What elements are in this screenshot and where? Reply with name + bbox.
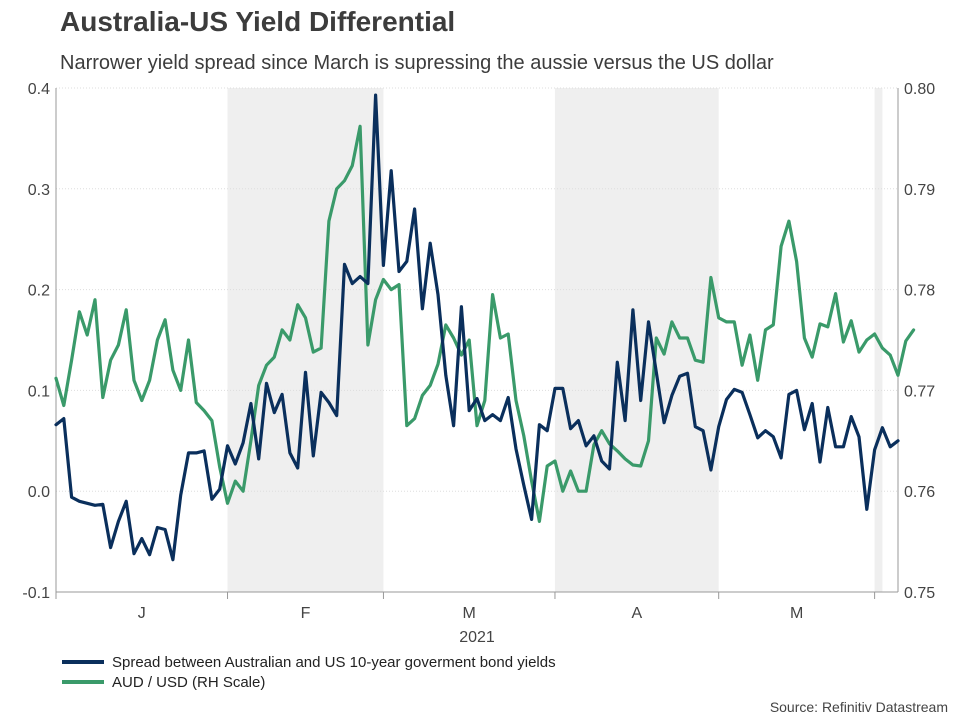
x-tick-label: A [631,605,642,622]
left-tick-label: 0.3 [28,182,50,199]
right-tick-label: 0.77 [904,383,935,400]
x-tick-label: J [138,605,146,622]
right-tick-label: 0.75 [904,585,935,602]
right-axis-ticks: 0.75 0.76 0.77 0.78 0.79 0.80 [904,81,935,602]
x-axis-label: 2021 [459,629,495,646]
x-tick-label: F [301,605,311,622]
shaded-period-0 [227,88,384,592]
legend-swatch-audusd [62,680,104,684]
axes [55,88,899,593]
series-lines [54,93,916,562]
legend-item-spread: Spread between Australian and US 10-year… [62,652,556,672]
right-tick-label: 0.78 [904,283,935,300]
chart-title: Australia-US Yield Differential [60,6,456,37]
shaded-periods [227,88,883,592]
legend-item-audusd: AUD / USD (RH Scale) [62,672,556,692]
left-tick-label: 0.2 [28,283,50,300]
x-tick-label: M [463,605,476,622]
legend-label-spread: Spread between Australian and US 10-year… [112,653,556,671]
right-tick-label: 0.80 [904,81,935,98]
legend-label-audusd: AUD / USD (RH Scale) [112,673,266,691]
legend: Spread between Australian and US 10-year… [62,652,556,692]
right-tick-label: 0.79 [904,182,935,199]
gridlines [56,87,898,593]
left-tick-label: 0.1 [28,383,50,400]
source-note: Source: Refinitiv Datastream [769,699,948,715]
audusd-series-line [54,124,916,524]
left-axis-ticks: -0.1 0.0 0.1 0.2 0.3 0.4 [22,81,50,602]
left-tick-label: 0.4 [28,81,50,98]
left-tick-label: 0.0 [28,484,50,501]
legend-swatch-spread [62,660,104,664]
right-tick-label: 0.76 [904,484,935,501]
spread-series-line [54,93,900,562]
x-tick-label: M [790,605,803,622]
left-tick-label: -0.1 [22,585,50,602]
chart-subtitle: Narrower yield spread since March is sup… [60,52,774,74]
